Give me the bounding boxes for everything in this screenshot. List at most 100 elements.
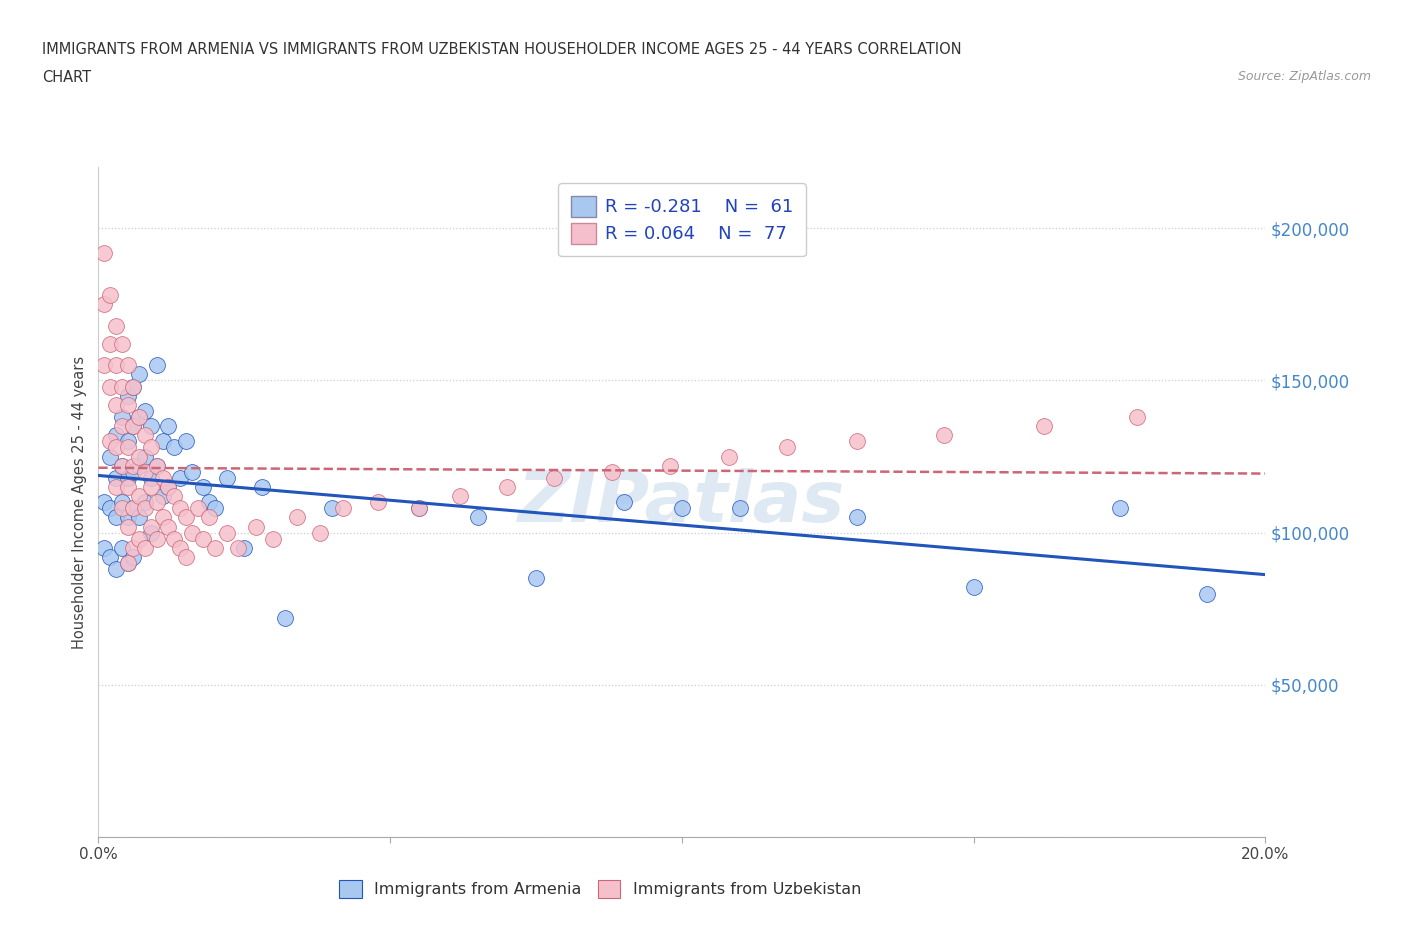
Point — [111, 379, 134, 394]
Point — [98, 501, 121, 516]
Point — [93, 495, 115, 510]
Point — [845, 510, 868, 525]
Point — [134, 404, 156, 418]
Point — [193, 531, 215, 546]
Point — [495, 480, 517, 495]
Point — [139, 418, 162, 433]
Point — [93, 540, 115, 555]
Point — [104, 397, 127, 412]
Point — [332, 501, 354, 516]
Point — [1108, 501, 1130, 516]
Point — [163, 488, 186, 503]
Point — [117, 555, 139, 570]
Y-axis label: Householder Income Ages 25 - 44 years: Householder Income Ages 25 - 44 years — [72, 355, 87, 649]
Point — [111, 540, 134, 555]
Point — [98, 449, 121, 464]
Text: ZIPatlas: ZIPatlas — [519, 468, 845, 537]
Point — [157, 480, 180, 495]
Point — [117, 471, 139, 485]
Point — [309, 525, 332, 540]
Point — [122, 501, 145, 516]
Point — [262, 531, 284, 546]
Point — [134, 449, 156, 464]
Point — [134, 428, 156, 443]
Point — [250, 480, 273, 495]
Point — [117, 440, 139, 455]
Point — [367, 495, 389, 510]
Point — [612, 495, 634, 510]
Point — [321, 501, 343, 516]
Point — [671, 501, 693, 516]
Text: Source: ZipAtlas.com: Source: ZipAtlas.com — [1237, 70, 1371, 83]
Point — [274, 610, 297, 625]
Point — [717, 449, 740, 464]
Point — [122, 501, 145, 516]
Point — [215, 525, 238, 540]
Point — [128, 409, 150, 424]
Point — [233, 540, 256, 555]
Point — [152, 434, 174, 449]
Point — [146, 495, 169, 510]
Point — [198, 510, 221, 525]
Point — [98, 287, 121, 302]
Point — [139, 440, 162, 455]
Point — [146, 358, 169, 373]
Point — [174, 550, 197, 565]
Point — [163, 531, 186, 546]
Point — [1032, 418, 1054, 433]
Point — [122, 458, 145, 473]
Point — [543, 471, 565, 485]
Point — [204, 540, 226, 555]
Point — [117, 480, 139, 495]
Point — [180, 464, 202, 479]
Point — [193, 480, 215, 495]
Point — [215, 471, 238, 485]
Point — [187, 501, 209, 516]
Point — [111, 495, 134, 510]
Point — [122, 379, 145, 394]
Point — [449, 488, 471, 503]
Point — [245, 519, 267, 534]
Point — [198, 495, 221, 510]
Point — [776, 440, 799, 455]
Point — [93, 358, 115, 373]
Point — [169, 540, 191, 555]
Text: CHART: CHART — [42, 70, 91, 85]
Point — [128, 488, 150, 503]
Point — [122, 550, 145, 565]
Point — [98, 434, 121, 449]
Point — [104, 562, 127, 577]
Point — [104, 318, 127, 333]
Point — [111, 458, 134, 473]
Point — [174, 434, 197, 449]
Point — [111, 409, 134, 424]
Legend: Immigrants from Armenia, Immigrants from Uzbekistan: Immigrants from Armenia, Immigrants from… — [332, 871, 869, 906]
Point — [111, 337, 134, 352]
Point — [98, 550, 121, 565]
Point — [117, 358, 139, 373]
Point — [128, 367, 150, 382]
Point — [117, 510, 139, 525]
Point — [104, 471, 127, 485]
Point — [146, 458, 169, 473]
Point — [128, 531, 150, 546]
Point — [98, 337, 121, 352]
Point — [157, 519, 180, 534]
Point — [128, 510, 150, 525]
Point — [98, 379, 121, 394]
Point — [152, 510, 174, 525]
Point — [117, 519, 139, 534]
Point — [408, 501, 430, 516]
Point — [111, 418, 134, 433]
Point — [169, 501, 191, 516]
Point — [163, 440, 186, 455]
Point — [180, 525, 202, 540]
Point — [524, 571, 547, 586]
Point — [122, 418, 145, 433]
Point — [104, 510, 127, 525]
Point — [128, 458, 150, 473]
Point — [934, 428, 956, 443]
Point — [962, 580, 984, 595]
Point — [467, 510, 489, 525]
Point — [117, 555, 139, 570]
